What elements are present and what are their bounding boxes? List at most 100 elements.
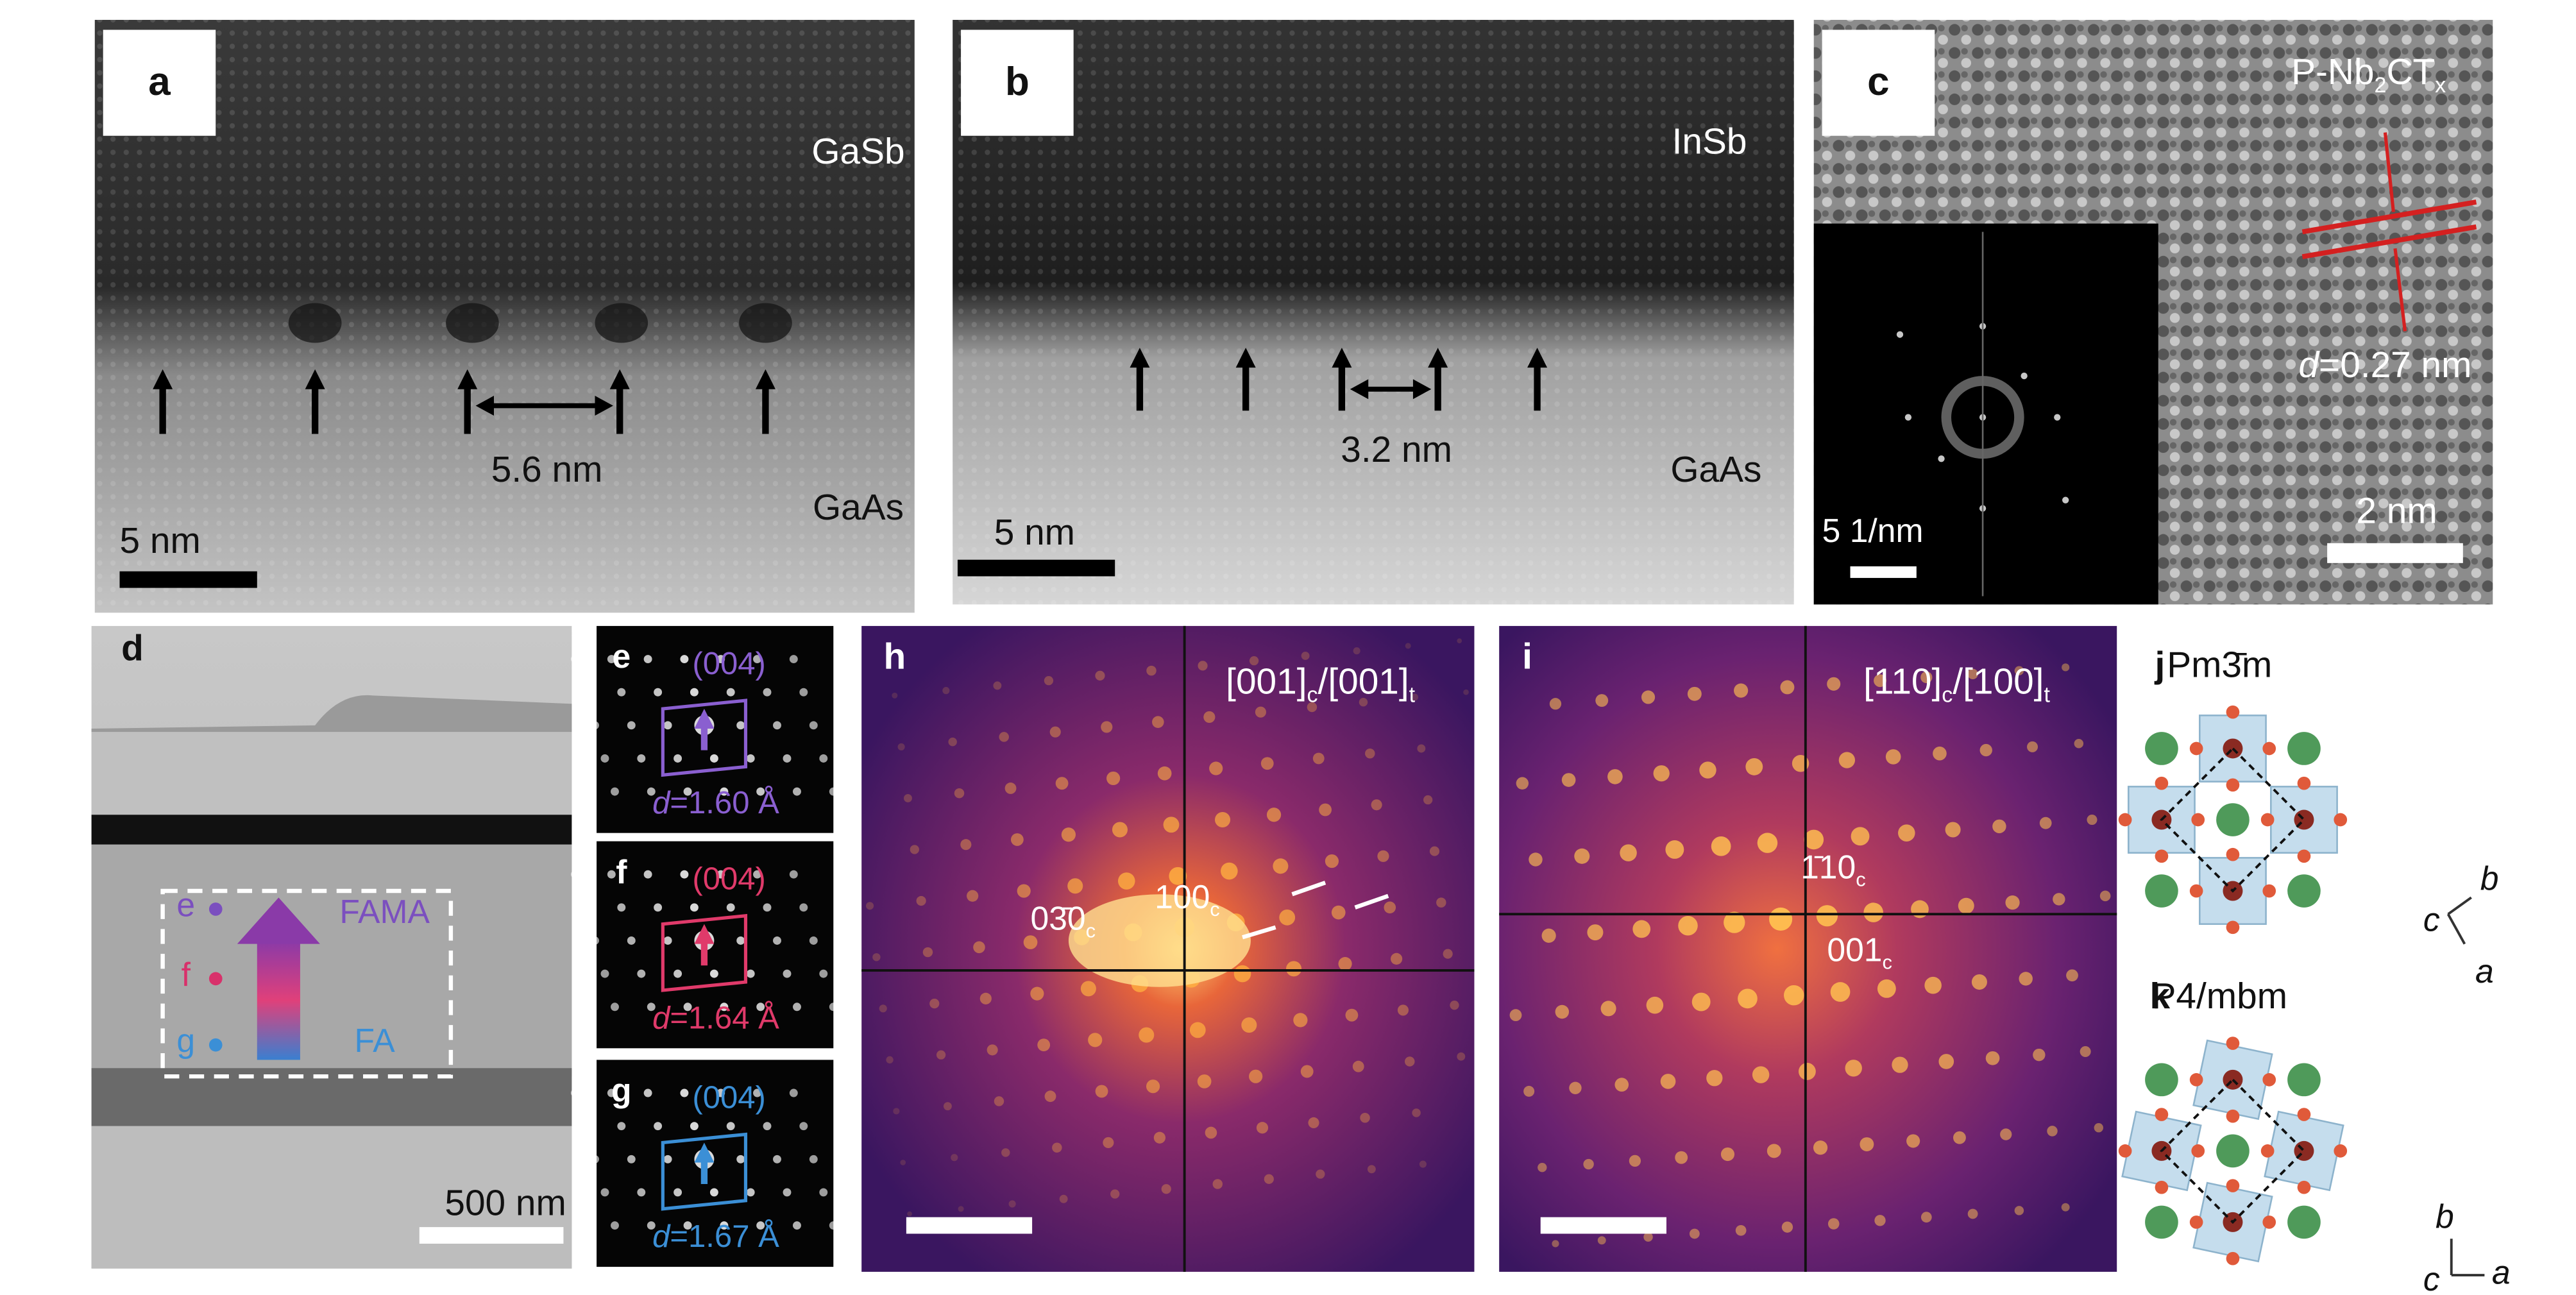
scale-bar xyxy=(119,571,257,588)
pointer xyxy=(2383,132,2395,212)
x-site xyxy=(2155,849,2169,863)
lattice xyxy=(94,19,915,613)
scale-bar xyxy=(2327,543,2463,563)
spot xyxy=(1161,1184,1171,1194)
label: c xyxy=(2423,1260,2440,1295)
spot xyxy=(1851,827,1870,846)
label-part: =1.60 Å xyxy=(670,785,779,820)
spot xyxy=(663,936,672,945)
spot xyxy=(680,655,689,664)
spot xyxy=(1574,848,1590,864)
x-site xyxy=(2262,1073,2276,1087)
spot xyxy=(1678,915,1698,936)
spot xyxy=(2053,893,2065,906)
x-site xyxy=(2226,920,2240,935)
spot xyxy=(690,1122,699,1131)
spot xyxy=(763,688,772,697)
spot xyxy=(683,1221,692,1230)
label: g xyxy=(176,1022,195,1059)
spot xyxy=(1552,1240,1559,1248)
spot xyxy=(709,1188,718,1197)
spot xyxy=(1874,674,1886,688)
spot xyxy=(663,1155,672,1164)
spot xyxy=(1377,850,1389,862)
spot xyxy=(1569,1081,1582,1094)
arrow-head xyxy=(305,369,325,389)
spot xyxy=(2080,1045,2091,1057)
arrow-head xyxy=(237,897,320,944)
spot xyxy=(1555,1004,1570,1019)
spot xyxy=(897,743,905,750)
label-part: c xyxy=(1883,951,1892,973)
label: 5.6 nm xyxy=(491,450,603,490)
label: k xyxy=(2150,976,2171,1017)
spot xyxy=(1004,783,1017,794)
scale-bar xyxy=(1540,1217,1666,1234)
a-site xyxy=(2216,1134,2250,1168)
spot xyxy=(872,953,881,961)
spot xyxy=(1699,761,1716,779)
spot xyxy=(892,692,898,698)
spot xyxy=(607,870,616,879)
label: 5 nm xyxy=(994,512,1075,553)
spot xyxy=(2039,817,2052,829)
spot xyxy=(647,1221,656,1230)
spot xyxy=(994,1096,1004,1106)
spot xyxy=(1203,711,1216,724)
x-site xyxy=(2189,884,2203,898)
spot xyxy=(1646,996,1664,1014)
cell-outline xyxy=(2160,747,2306,893)
spot xyxy=(1049,726,1061,738)
scale-bar xyxy=(957,559,1115,577)
spot xyxy=(1641,690,1656,704)
spot xyxy=(1256,1122,1269,1134)
spot xyxy=(720,1221,729,1230)
spot xyxy=(999,732,1009,742)
spot xyxy=(1365,748,1375,759)
label: GaAs xyxy=(1670,450,1761,490)
spot xyxy=(2074,738,2084,749)
spot xyxy=(1675,1151,1688,1164)
spot xyxy=(611,1221,619,1230)
layer xyxy=(91,1068,572,1126)
spot xyxy=(1933,746,1947,761)
spot xyxy=(1892,1056,1908,1073)
label: 1̄10c xyxy=(1801,848,1866,890)
arrow-head xyxy=(1130,348,1150,368)
spot xyxy=(580,903,589,912)
spot xyxy=(680,870,689,879)
spot xyxy=(1417,744,1426,753)
spot xyxy=(736,1155,745,1164)
spot xyxy=(1653,765,1670,782)
spot xyxy=(1331,905,1346,920)
spot xyxy=(929,999,940,1009)
spot xyxy=(1061,827,1076,842)
spot xyxy=(1687,686,1702,701)
spot xyxy=(958,1206,964,1212)
bump xyxy=(91,695,572,732)
spot xyxy=(637,754,646,763)
spot xyxy=(922,947,933,958)
label-part: /[100] xyxy=(1953,661,2044,702)
spot xyxy=(1221,862,1238,880)
spot xyxy=(1607,769,1623,784)
spot xyxy=(793,787,801,796)
label: P-Nb2CTx xyxy=(2291,52,2446,97)
label: a xyxy=(2492,1254,2511,1291)
spot xyxy=(1938,455,1945,462)
arrow-head xyxy=(1428,348,1448,368)
label: 5 1/nm xyxy=(1822,512,1924,549)
spot xyxy=(1958,897,1974,914)
spot xyxy=(1008,1200,1016,1208)
spot xyxy=(1106,771,1121,786)
spot xyxy=(943,1102,952,1111)
spot xyxy=(1436,897,1446,908)
label-part: 001 xyxy=(1827,931,1882,968)
spot xyxy=(1279,909,1296,926)
point xyxy=(208,902,223,916)
spot xyxy=(1660,1074,1676,1089)
label-part: 2 xyxy=(2374,73,2386,97)
spot xyxy=(600,1188,609,1197)
spot xyxy=(1189,1022,1206,1038)
